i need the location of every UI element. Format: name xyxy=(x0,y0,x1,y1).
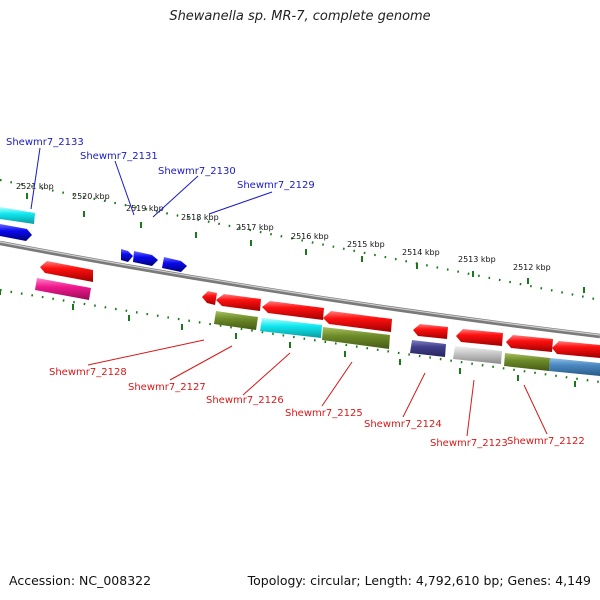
gene-shewmr7-2129[interactable] xyxy=(162,257,187,272)
label-shewmr7-2131[interactable]: Shewmr7_2131 xyxy=(80,151,158,162)
label-shewmr7-2128[interactable]: Shewmr7_2128 xyxy=(49,367,127,378)
label-shewmr7-2126[interactable]: Shewmr7_2126 xyxy=(206,395,284,406)
genome-summary-text: Topology: circular; Length: 4,792,610 bp… xyxy=(247,573,591,588)
gene-red-c[interactable] xyxy=(216,294,261,311)
gene-red-i[interactable] xyxy=(552,341,600,358)
gene-shewmr7-2133[interactable] xyxy=(0,207,35,224)
gene-shewmr7-2130[interactable] xyxy=(133,251,158,266)
tick-labels: 2521 kbp 2520 kbp 2519 kbp 2518 kbp 2517 kbp… xyxy=(16,182,551,272)
tick-label: 2513 kbp xyxy=(458,255,496,264)
label-shewmr7-2122[interactable]: Shewmr7_2122 xyxy=(507,436,585,447)
tick-label: 2517 kbp xyxy=(236,223,274,232)
gene-olive-a[interactable] xyxy=(214,311,258,330)
label-shewmr7-2123[interactable]: Shewmr7_2123 xyxy=(430,438,508,449)
reverse-callouts xyxy=(87,339,548,437)
forward-genes xyxy=(0,207,187,272)
label-shewmr7-2130[interactable]: Shewmr7_2130 xyxy=(158,166,236,177)
map-title: Shewanella sp. MR-7, complete genome xyxy=(169,9,431,24)
label-shewmr7-2133[interactable]: Shewmr7_2133 xyxy=(6,137,84,148)
reverse-genes xyxy=(35,261,600,376)
gene-pink-a[interactable] xyxy=(35,278,91,300)
gene-red-b[interactable] xyxy=(202,291,217,305)
genome-backbone xyxy=(0,240,600,339)
tick-label: 2514 kbp xyxy=(402,248,440,257)
tick-label: 2519 kbp xyxy=(126,204,164,213)
gene-red-f[interactable] xyxy=(413,324,448,339)
label-shewmr7-2124[interactable]: Shewmr7_2124 xyxy=(364,419,442,430)
forward-callouts xyxy=(30,147,273,218)
gene-shewmr7-2131[interactable] xyxy=(121,249,133,262)
genome-backbone-highlight xyxy=(0,241,600,336)
gene-red-a[interactable] xyxy=(40,261,93,282)
label-shewmr7-2127[interactable]: Shewmr7_2127 xyxy=(128,382,206,393)
forward-tick-track xyxy=(0,178,600,302)
gene-red-d[interactable] xyxy=(262,301,324,320)
gene-red-g[interactable] xyxy=(456,329,503,346)
forward-gene-labels: Shewmr7_2133 Shewmr7_2131 Shewmr7_2130 S… xyxy=(6,137,315,191)
gene-forward-partial[interactable] xyxy=(0,224,32,241)
tick-label: 2520 kbp xyxy=(72,192,110,201)
label-shewmr7-2125[interactable]: Shewmr7_2125 xyxy=(285,408,363,419)
tick-label: 2516 kbp xyxy=(291,232,329,241)
tick-label: 2518 kbp xyxy=(181,213,219,222)
gene-gray-a[interactable] xyxy=(453,346,502,364)
reverse-tick-track xyxy=(0,288,600,384)
gene-red-h[interactable] xyxy=(506,335,553,352)
tick-label: 2521 kbp xyxy=(16,182,54,191)
gene-olive-c[interactable] xyxy=(504,353,550,371)
major-ticks xyxy=(0,193,585,387)
gene-red-e[interactable] xyxy=(323,311,392,332)
gene-cyan-a[interactable] xyxy=(260,318,322,338)
accession-text: Accession: NC_008322 xyxy=(9,573,152,588)
tick-label: 2515 kbp xyxy=(347,240,385,249)
gene-olive-b[interactable] xyxy=(322,327,390,349)
tick-label: 2512 kbp xyxy=(513,263,551,272)
gene-steel-a[interactable] xyxy=(549,358,600,376)
label-shewmr7-2129[interactable]: Shewmr7_2129 xyxy=(237,180,315,191)
gene-purple-a[interactable] xyxy=(410,340,446,357)
reverse-gene-labels: Shewmr7_2128 Shewmr7_2127 Shewmr7_2126 S… xyxy=(49,367,585,449)
